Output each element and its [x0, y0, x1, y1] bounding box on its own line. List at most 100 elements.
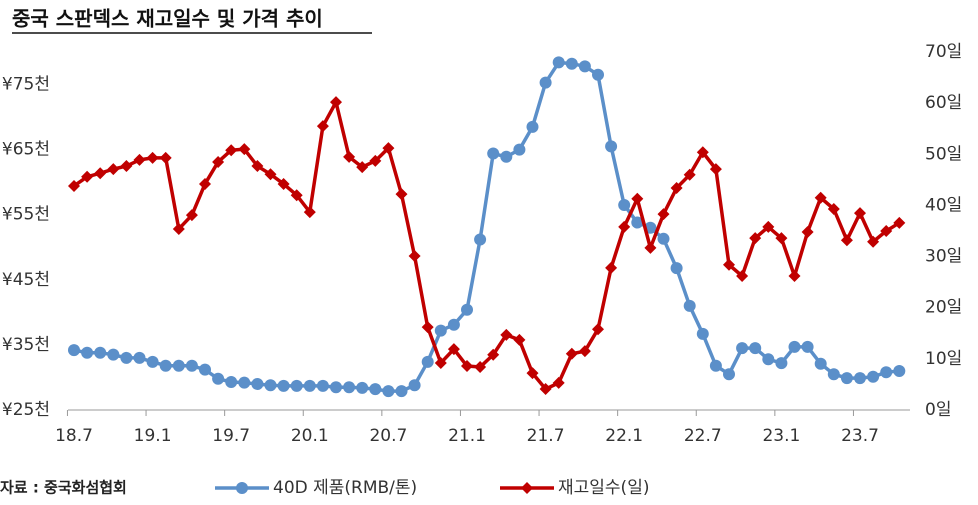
y-tick-label: ¥65천: [2, 140, 50, 160]
data-point: [513, 333, 526, 346]
legend-marker: [521, 482, 533, 494]
data-point: [487, 147, 500, 160]
data-point: [343, 381, 356, 394]
data-point: [434, 324, 447, 337]
x-tick-label: 23.7: [841, 426, 879, 446]
data-point: [421, 355, 434, 368]
data-point: [670, 182, 683, 195]
data-point: [199, 363, 211, 376]
data-point: [107, 163, 120, 176]
data-point: [749, 232, 762, 245]
data-point: [120, 351, 133, 364]
data-point: [185, 359, 198, 372]
x-tick-label: 18.7: [55, 426, 93, 446]
data-point: [644, 241, 657, 254]
y2-tick-label: 60일: [925, 93, 962, 113]
data-point: [212, 155, 225, 168]
data-point: [356, 381, 369, 394]
data-point: [251, 160, 264, 173]
data-point: [474, 233, 487, 246]
source: 자료 : 중국화섬협회: [0, 479, 127, 497]
data-point: [487, 348, 500, 361]
data-point: [303, 206, 316, 219]
data-point: [421, 321, 434, 334]
data-point: [185, 209, 198, 222]
x-tick-label: 19.1: [134, 426, 172, 446]
x-tick-label: 20.1: [291, 426, 329, 446]
data-point: [840, 234, 853, 247]
data-point: [330, 381, 342, 394]
data-point: [657, 208, 670, 221]
y-tick-label: ¥45천: [2, 270, 50, 290]
data-point: [657, 232, 670, 245]
data-point: [382, 142, 395, 155]
y2-tick-label: 10일: [925, 349, 962, 369]
data-point: [578, 345, 591, 358]
data-point: [814, 357, 827, 370]
data-point: [696, 146, 709, 159]
data-point: [893, 364, 906, 377]
data-point: [539, 76, 552, 89]
data-point: [356, 161, 369, 174]
y-tick-label: ¥25천: [2, 400, 50, 420]
data-point: [683, 299, 696, 312]
data-point: [461, 303, 473, 316]
data-point: [867, 370, 880, 383]
data-point: [68, 179, 80, 192]
data-point: [500, 150, 513, 163]
data-point: [578, 60, 591, 73]
data-point: [854, 207, 866, 220]
legend-label: 40D 제품(RMB/톤): [273, 478, 417, 498]
data-point: [539, 383, 552, 396]
data-point: [316, 120, 329, 133]
data-point: [94, 167, 107, 180]
x-tick-label: 21.1: [448, 426, 486, 446]
data-point: [277, 379, 290, 392]
data-point: [159, 359, 172, 372]
data-point: [840, 372, 853, 385]
data-point: [709, 359, 722, 372]
data-point: [696, 327, 709, 340]
data-point: [723, 258, 735, 271]
data-point: [775, 232, 788, 245]
data-point: [369, 154, 382, 167]
data-point: [68, 344, 80, 357]
data-point: [605, 261, 618, 274]
data-point: [408, 379, 421, 392]
data-point: [447, 318, 460, 331]
data-point: [801, 340, 814, 353]
data-point: [762, 353, 775, 366]
data-point: [762, 220, 775, 233]
data-point: [330, 96, 342, 109]
y2-tick-label: 30일: [925, 247, 962, 267]
data-point: [461, 360, 473, 373]
data-point: [552, 376, 565, 389]
x-tick-label: 23.1: [762, 426, 800, 446]
y2-tick-label: 20일: [925, 298, 962, 318]
data-point: [526, 120, 539, 133]
data-point: [592, 68, 604, 81]
data-point: [474, 361, 487, 374]
data-point: [867, 235, 880, 248]
data-point: [447, 343, 460, 356]
data-point: [277, 177, 290, 190]
x-tick-label: 19.7: [212, 426, 250, 446]
data-point: [670, 262, 683, 275]
legend-label: 재고일수(일): [558, 478, 649, 498]
data-point: [736, 342, 749, 355]
data-point: [395, 188, 408, 201]
y-tick-label: ¥55천: [2, 205, 50, 225]
data-point: [526, 367, 539, 380]
data-point: [880, 225, 893, 237]
data-point: [316, 379, 329, 392]
data-point: [801, 226, 814, 239]
data-point: [238, 376, 251, 389]
data-point: [120, 160, 133, 173]
data-point: [592, 323, 604, 336]
data-point: [565, 57, 578, 70]
data-point: [880, 366, 893, 379]
data-point: [264, 168, 277, 181]
data-point: [303, 379, 316, 392]
data-point: [81, 170, 94, 183]
